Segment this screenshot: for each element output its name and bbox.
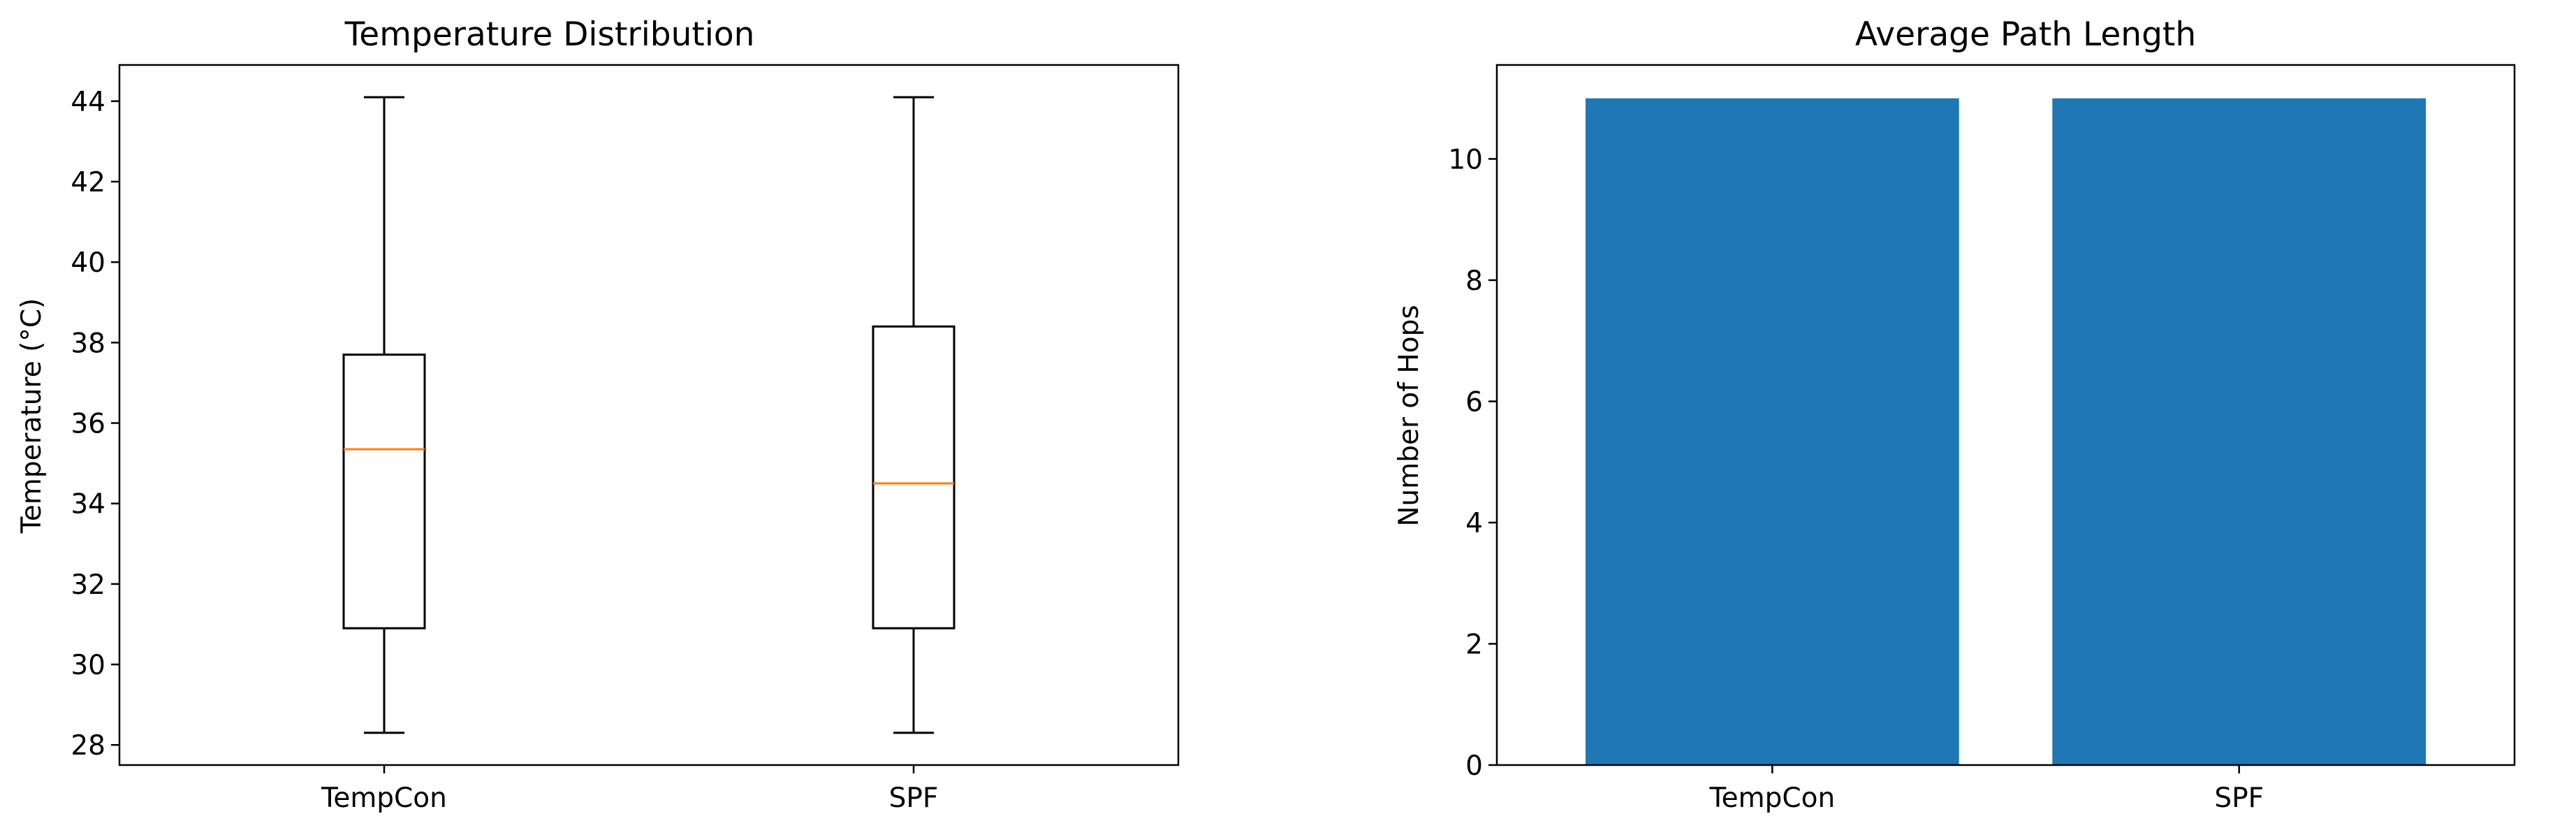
boxplot-y-tick-label: 40 [71, 247, 105, 279]
boxplot-panel: Temperature Distribution Temperature (°C… [16, 15, 1180, 814]
barchart-panel: Average Path Length Number of Hops 0 2 4 6 8… [1393, 15, 2516, 814]
barchart-y-tick-label: 0 [1465, 750, 1483, 782]
boxplot-x-tick-label: TempCon [321, 783, 447, 814]
boxplot-y-tick-label: 28 [71, 730, 105, 762]
bar [2052, 98, 2427, 765]
barchart-title: Average Path Length [1855, 15, 2196, 54]
bar [1585, 98, 1959, 765]
boxplot-y-tick-label: 36 [71, 409, 105, 440]
boxplot-x-ticks: TempCon SPF [321, 765, 938, 814]
boxplot-axes-frame [118, 64, 1180, 766]
boxplot-title: Temperature Distribution [344, 15, 755, 54]
barchart-y-tick-label: 4 [1465, 508, 1483, 539]
barchart-ylabel: Number of Hops [1393, 305, 1425, 526]
boxplot-y-tick-label: 38 [71, 328, 105, 359]
boxplot-marks [342, 96, 956, 734]
boxplot-y-tick-label: 42 [71, 167, 105, 198]
boxplot-y-tick-label: 30 [71, 650, 105, 681]
boxplot-box [342, 354, 426, 629]
barchart-axes-frame [1495, 64, 2516, 766]
barchart-x-tick-label: SPF [2214, 783, 2264, 814]
boxplot-y-tick-label: 32 [71, 569, 105, 601]
barchart-x-ticks: TempCon SPF [1708, 765, 2264, 814]
barchart-marks [1585, 98, 2427, 765]
barchart-y-tick-label: 6 [1465, 386, 1483, 418]
boxplot-y-ticks: 28 30 32 34 36 38 40 42 44 [71, 87, 119, 762]
boxplot-ylabel: Temperature (°C) [16, 298, 47, 534]
boxplot-x-tick-label: SPF [889, 783, 939, 814]
boxplot-y-tick-label: 44 [71, 87, 105, 118]
barchart-x-tick-label: TempCon [1708, 783, 1835, 814]
boxplot-box [872, 325, 956, 629]
boxplot-y-tick-label: 34 [71, 489, 105, 521]
barchart-y-tick-label: 8 [1465, 265, 1483, 297]
barchart-y-tick-label: 10 [1448, 144, 1483, 175]
barchart-y-ticks: 0 2 4 6 8 10 [1448, 144, 1497, 782]
barchart-y-tick-label: 2 [1465, 629, 1483, 660]
